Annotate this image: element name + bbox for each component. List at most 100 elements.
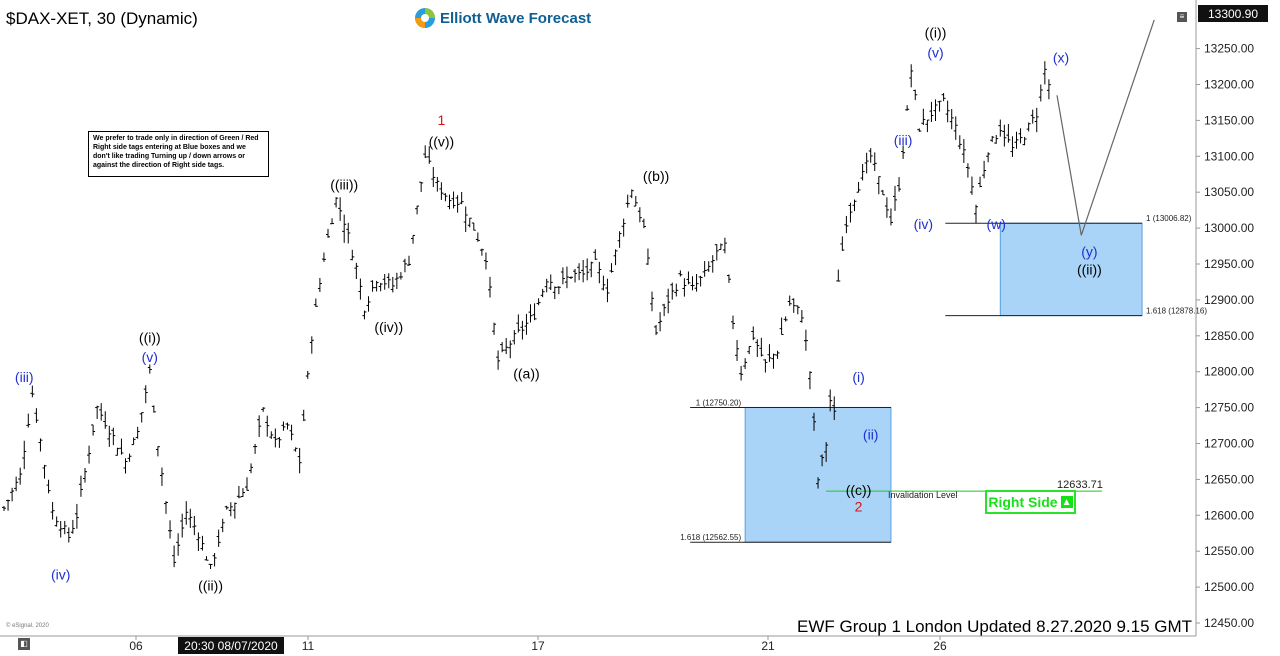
ohlc-bar [245, 477, 249, 491]
ohlc-bar [176, 533, 181, 556]
target-boxes: 1 (12750.20) 1.618 (12562.55) 1 (13006.82)… [680, 214, 1207, 543]
ohlc-bar [46, 479, 51, 494]
ohlc-bar [431, 167, 436, 188]
update-footer: EWF Group 1 London Updated 8.27.2020 9.1… [797, 617, 1193, 636]
ohlc-bar [208, 563, 213, 569]
ohlc-bar [844, 215, 849, 234]
wave-label: ((i)) [139, 330, 161, 346]
ohlc-bar [731, 315, 735, 330]
ohlc-bar [471, 222, 476, 231]
wave-label: (x) [1053, 50, 1069, 66]
ohlc-bar [1022, 136, 1027, 146]
ohlc-bar [139, 412, 144, 423]
x-axis-ticks: 06 11 17 21 26 [129, 636, 947, 653]
ohlc-bar [74, 503, 79, 529]
ohlc-bar [998, 119, 1003, 137]
trading-note: We prefer to trade only in direction of … [88, 131, 269, 177]
ohlc-bar [1026, 122, 1031, 132]
ohlc-bar [791, 298, 796, 313]
ohlc-bar [321, 252, 326, 262]
ohlc-bar [172, 545, 177, 568]
ohlc-bar [50, 501, 55, 520]
x-tick-label: 06 [129, 639, 143, 653]
ohlc-bar [475, 232, 480, 242]
ohlc-bar [722, 237, 727, 254]
ohlc-bar [496, 350, 501, 370]
ohlc-bar [301, 409, 306, 422]
ohlc-bar [982, 160, 987, 179]
ohlc-bar [832, 396, 837, 421]
ohlc-bar [479, 248, 484, 256]
ohlc-bar [407, 255, 411, 266]
ohlc-bar [848, 202, 853, 223]
box-top-label-1: 1 (13006.82) [1146, 214, 1192, 223]
ohlc-bar [415, 205, 420, 215]
ohlc-bar [532, 303, 537, 321]
ohlc-bar [787, 295, 792, 306]
wave-label: 1 [438, 112, 446, 128]
ohlc-bar [30, 385, 35, 398]
ohlc-bar [305, 370, 310, 379]
ohlc-bar [273, 428, 278, 448]
y-tick-label: 13050.00 [1204, 185, 1254, 199]
ohlc-bar [204, 556, 209, 561]
ohlc-bar [419, 181, 424, 192]
ohlc-bar [629, 189, 634, 199]
ohlc-bar [427, 146, 432, 164]
ohlc-bar [690, 276, 695, 291]
ohlc-bar [536, 298, 541, 306]
ohlc-bar [577, 263, 582, 281]
ohlc-bar [670, 282, 675, 300]
wave-label: (iv) [51, 567, 70, 583]
ohlc-bar [192, 515, 197, 536]
ohlc-bar [253, 443, 258, 454]
corner-menu-icon[interactable]: ◧ [18, 638, 30, 650]
ohlc-bar [155, 446, 160, 457]
ohlc-bar [880, 189, 885, 196]
ohlc-bar [937, 100, 942, 112]
settings-icon[interactable]: ≡ [1177, 12, 1187, 22]
ohlc-bar [91, 424, 96, 436]
symbol-title: $DAX-XET, 30 (Dynamic) [6, 9, 198, 28]
wave-label: ((b)) [643, 168, 669, 184]
ohlc-bar [508, 340, 513, 359]
ohlc-bar [26, 413, 31, 428]
ohlc-bar [641, 218, 646, 229]
ohlc-bar [342, 214, 347, 243]
ohlc-bar [852, 199, 857, 212]
ohlc-bar [285, 422, 290, 430]
ohlc-bar [913, 89, 918, 101]
ohlc-bar [516, 314, 521, 333]
ohlc-bar [346, 222, 351, 244]
y-tick-label: 12450.00 [1204, 616, 1254, 630]
ohlc-bar [151, 405, 156, 413]
ohlc-bar [735, 339, 740, 361]
ohlc-bar [779, 317, 784, 335]
ohlc-bar [990, 135, 995, 143]
ohlc-bar [317, 277, 322, 293]
ohlc-bar [147, 364, 152, 374]
ohlc-bar [589, 261, 594, 278]
ohlc-bar [103, 411, 108, 429]
x-tick-label: 17 [531, 639, 545, 653]
box-top-label-0: 1 (12750.20) [696, 398, 742, 407]
ohlc-bar [358, 278, 363, 300]
ohlc-bar [893, 185, 897, 211]
wave-label: ((c)) [846, 482, 872, 498]
invalidation-label: Invalidation Level [888, 490, 958, 500]
ohlc-bar [710, 255, 715, 273]
projection-path [1056, 19, 1155, 236]
ohlc-bar [698, 275, 703, 287]
ohlc-bar [313, 298, 318, 307]
wave-label: (y) [1081, 243, 1097, 259]
wave-label: (iii) [894, 132, 913, 148]
arrow-up-icon: ▲ [1060, 496, 1073, 508]
ohlc-bar [362, 310, 367, 320]
wave-label: (iii) [15, 369, 34, 385]
ohlc-bar [868, 148, 873, 163]
ohlc-bar [512, 330, 517, 345]
ohlc-bar [249, 463, 254, 474]
ohlc-bar [58, 520, 63, 538]
ohlc-bar [1006, 124, 1011, 143]
